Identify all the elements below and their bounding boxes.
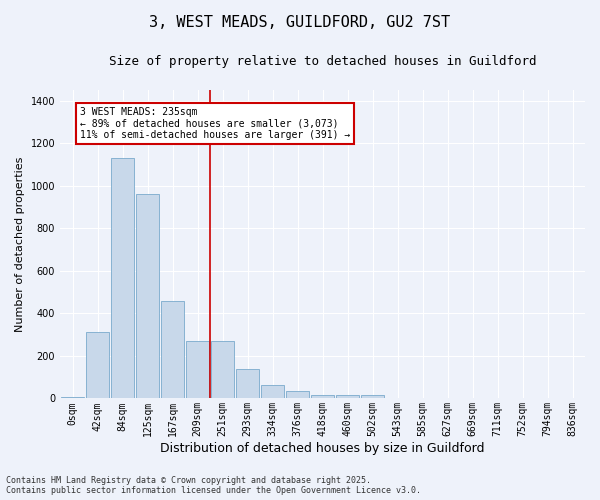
Bar	[86, 332, 109, 398]
Bar	[211, 341, 234, 398]
X-axis label: Distribution of detached houses by size in Guildford: Distribution of detached houses by size …	[160, 442, 485, 455]
Bar	[236, 368, 259, 398]
Bar	[261, 384, 284, 398]
Text: Contains HM Land Registry data © Crown copyright and database right 2025.
Contai: Contains HM Land Registry data © Crown c…	[6, 476, 421, 495]
Y-axis label: Number of detached properties: Number of detached properties	[15, 156, 25, 332]
Bar	[286, 391, 309, 398]
Bar	[161, 300, 184, 398]
Text: 3, WEST MEADS, GUILDFORD, GU2 7ST: 3, WEST MEADS, GUILDFORD, GU2 7ST	[149, 15, 451, 30]
Bar	[336, 395, 359, 398]
Bar	[311, 395, 334, 398]
Bar	[111, 158, 134, 398]
Text: 3 WEST MEADS: 235sqm
← 89% of detached houses are smaller (3,073)
11% of semi-de: 3 WEST MEADS: 235sqm ← 89% of detached h…	[80, 107, 350, 140]
Bar	[186, 341, 209, 398]
Title: Size of property relative to detached houses in Guildford: Size of property relative to detached ho…	[109, 55, 536, 68]
Bar	[136, 194, 159, 398]
Bar	[361, 395, 384, 398]
